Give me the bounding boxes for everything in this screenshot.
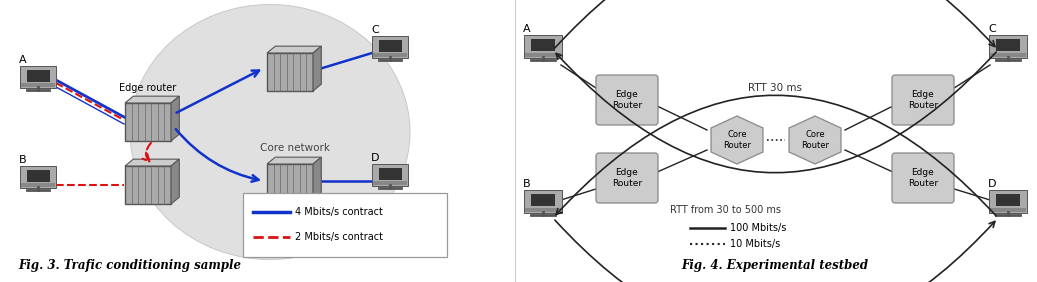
FancyBboxPatch shape <box>996 194 1020 206</box>
Polygon shape <box>267 157 321 164</box>
FancyBboxPatch shape <box>990 208 1026 212</box>
FancyBboxPatch shape <box>372 36 408 58</box>
Text: Edge
Router: Edge Router <box>612 90 642 110</box>
Polygon shape <box>711 116 763 164</box>
FancyBboxPatch shape <box>27 170 50 182</box>
Polygon shape <box>171 96 179 141</box>
Text: A: A <box>19 55 27 65</box>
Polygon shape <box>125 159 179 166</box>
Text: Edge
Router: Edge Router <box>908 168 938 188</box>
Text: RTT from 30 to 500 ms: RTT from 30 to 500 ms <box>670 205 781 215</box>
FancyBboxPatch shape <box>373 181 407 185</box>
FancyBboxPatch shape <box>524 190 562 213</box>
FancyBboxPatch shape <box>525 208 561 212</box>
FancyBboxPatch shape <box>596 153 658 203</box>
Text: 2 Mbits/s contract: 2 Mbits/s contract <box>295 232 383 242</box>
Text: C: C <box>371 25 379 35</box>
Polygon shape <box>789 116 841 164</box>
Text: 100 Mbits/s: 100 Mbits/s <box>730 223 786 233</box>
Text: Edge
Router: Edge Router <box>908 90 938 110</box>
Polygon shape <box>125 96 179 103</box>
Text: B: B <box>523 179 531 189</box>
FancyBboxPatch shape <box>990 53 1026 57</box>
Text: Edge router: Edge router <box>119 83 176 93</box>
Text: 4 Mbits/s contract: 4 Mbits/s contract <box>295 207 383 217</box>
Text: Fig. 3. Trafic conditioning sample: Fig. 3. Trafic conditioning sample <box>19 259 242 272</box>
FancyBboxPatch shape <box>892 153 954 203</box>
FancyBboxPatch shape <box>20 66 56 88</box>
Text: D: D <box>988 179 997 189</box>
FancyBboxPatch shape <box>525 53 561 57</box>
Text: 10 Mbits/s: 10 Mbits/s <box>730 239 780 249</box>
FancyBboxPatch shape <box>524 35 562 58</box>
Text: Core
Router: Core Router <box>801 130 829 150</box>
FancyBboxPatch shape <box>21 83 55 87</box>
FancyBboxPatch shape <box>267 53 313 91</box>
Text: Core
Router: Core Router <box>723 130 751 150</box>
FancyBboxPatch shape <box>27 70 50 82</box>
FancyBboxPatch shape <box>996 39 1020 51</box>
FancyBboxPatch shape <box>989 190 1027 213</box>
FancyBboxPatch shape <box>989 35 1027 58</box>
Polygon shape <box>313 157 321 202</box>
Text: C: C <box>988 24 996 34</box>
FancyBboxPatch shape <box>21 183 55 187</box>
Text: Edge
Router: Edge Router <box>612 168 642 188</box>
FancyBboxPatch shape <box>531 39 555 51</box>
Polygon shape <box>171 159 179 204</box>
FancyBboxPatch shape <box>372 164 408 186</box>
Text: B: B <box>19 155 27 165</box>
FancyBboxPatch shape <box>892 75 954 125</box>
FancyBboxPatch shape <box>125 103 171 141</box>
Text: Fig. 4. Experimental testbed: Fig. 4. Experimental testbed <box>681 259 869 272</box>
FancyBboxPatch shape <box>531 194 555 206</box>
Polygon shape <box>267 46 321 53</box>
Ellipse shape <box>130 5 410 259</box>
FancyBboxPatch shape <box>596 75 658 125</box>
FancyBboxPatch shape <box>20 166 56 188</box>
Text: D: D <box>371 153 380 163</box>
FancyBboxPatch shape <box>379 40 402 52</box>
FancyBboxPatch shape <box>267 164 313 202</box>
Text: Core network: Core network <box>260 143 330 153</box>
FancyBboxPatch shape <box>379 168 402 180</box>
FancyBboxPatch shape <box>243 193 447 257</box>
Polygon shape <box>313 46 321 91</box>
FancyBboxPatch shape <box>373 53 407 57</box>
Text: A: A <box>523 24 531 34</box>
FancyBboxPatch shape <box>125 166 171 204</box>
Text: RTT 30 ms: RTT 30 ms <box>748 83 802 93</box>
